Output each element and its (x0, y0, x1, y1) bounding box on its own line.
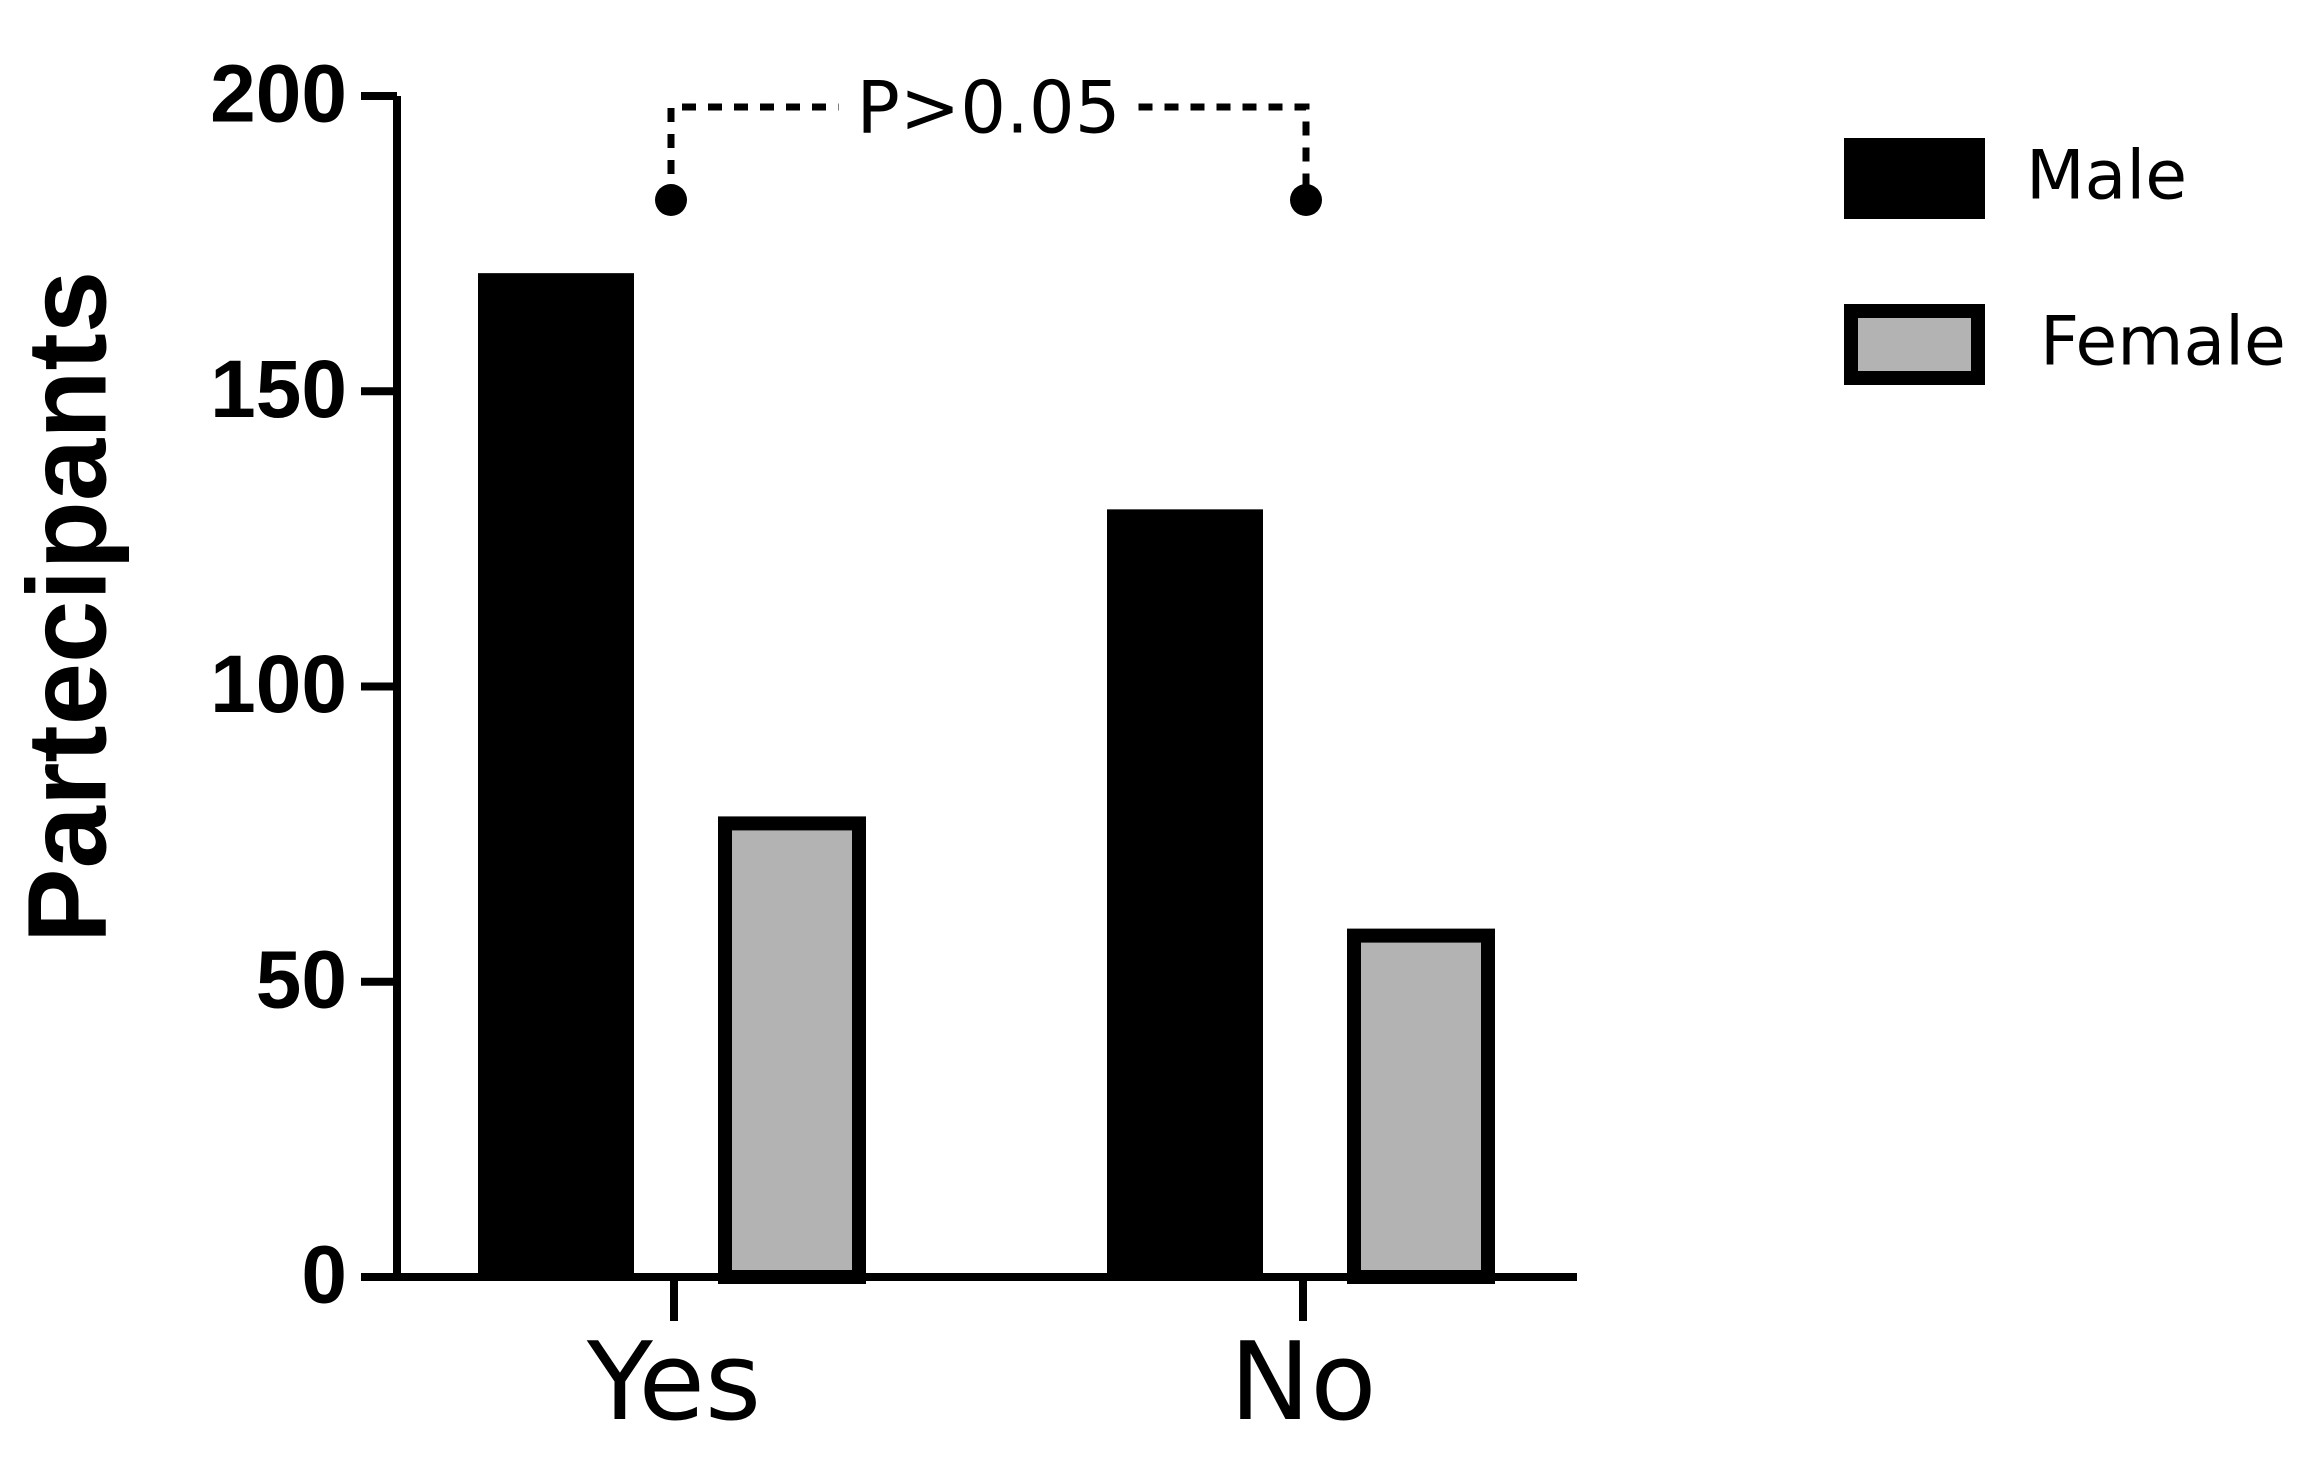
legend-label: Female (2040, 303, 2286, 382)
x-tick-label: Yes (586, 1320, 761, 1445)
bar (1107, 509, 1263, 1278)
bracket (667, 103, 839, 200)
bracket-dot (655, 184, 687, 216)
bar (718, 816, 866, 1284)
bar (478, 273, 634, 1277)
bracket (1138, 103, 1310, 200)
x-tick-label: No (1230, 1320, 1377, 1445)
legend-swatch (1844, 138, 1985, 219)
legend-label: Male (2026, 137, 2187, 216)
annotation: P>0.05 (856, 66, 1120, 150)
bracket-dot (1290, 184, 1322, 216)
y-axis-label: Partecipants (5, 271, 130, 943)
legend-swatch (1844, 304, 1985, 385)
y-tick-label: 0 (301, 1230, 347, 1321)
y-tick-label: 200 (210, 49, 347, 140)
y-tick-label: 150 (210, 344, 347, 435)
y-tick-label: 100 (210, 639, 347, 730)
bar (1347, 928, 1495, 1284)
y-tick-label: 50 (256, 934, 347, 1025)
